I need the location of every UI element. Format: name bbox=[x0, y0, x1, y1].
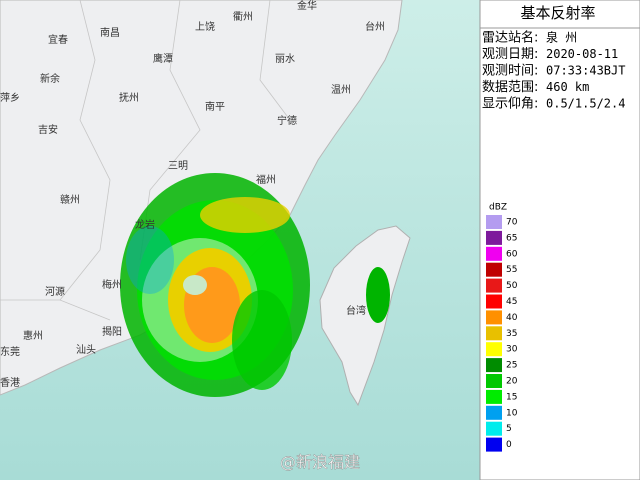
radar-echo bbox=[120, 173, 390, 397]
city-label: 上饶 bbox=[195, 20, 215, 33]
city-label: 鹰潭 bbox=[153, 52, 173, 65]
taiwan bbox=[319, 225, 411, 407]
legend-swatch bbox=[486, 405, 502, 420]
city-label: 香港 bbox=[0, 377, 20, 389]
row-label: 雷达站名: bbox=[482, 30, 538, 46]
city-label: 梅州 bbox=[102, 278, 122, 291]
legend-swatch bbox=[486, 278, 502, 293]
row-value: 460 km bbox=[546, 80, 589, 94]
city-label: 萍乡 bbox=[0, 92, 20, 104]
city-label: 吉安 bbox=[38, 123, 58, 136]
city-label: 揭阳 bbox=[102, 325, 122, 338]
row-value: 0.5/1.5/2.4 bbox=[546, 97, 625, 111]
city-label: 宜春 bbox=[48, 33, 68, 46]
legend-label: 50 bbox=[506, 281, 518, 291]
legend-swatch bbox=[486, 294, 502, 309]
legend-swatch bbox=[486, 230, 502, 245]
legend-label: 30 bbox=[506, 345, 518, 355]
city-label: 南昌 bbox=[100, 26, 120, 39]
legend-swatch bbox=[486, 215, 502, 229]
legend-label: 10 bbox=[506, 408, 518, 418]
city-label: 惠州 bbox=[23, 329, 43, 342]
row-label: 显示仰角: bbox=[482, 97, 538, 112]
legend-label: 20 bbox=[506, 377, 518, 387]
city-label: 福州 bbox=[256, 173, 276, 186]
city-label: 抚州 bbox=[119, 92, 139, 104]
legend-swatch bbox=[486, 437, 502, 452]
legend-label: 25 bbox=[506, 361, 517, 371]
legend-title: dBZ bbox=[489, 203, 507, 213]
legend-swatch bbox=[486, 326, 502, 341]
city-label: 台湾 bbox=[346, 304, 366, 317]
legend-label: 40 bbox=[506, 313, 518, 323]
legend-swatch bbox=[486, 342, 502, 357]
legend-swatch bbox=[486, 262, 502, 277]
city-label: 丽水 bbox=[275, 53, 295, 65]
legend-label: 15 bbox=[506, 392, 517, 402]
legend-swatch bbox=[486, 421, 502, 436]
city-label: 赣州 bbox=[60, 193, 80, 206]
row-value: 2020-08-11 bbox=[546, 47, 618, 61]
legend-swatch bbox=[486, 374, 502, 388]
city-label: 金华 bbox=[297, 0, 317, 12]
panel-title: 基本反射率 bbox=[520, 4, 595, 22]
city-label: 衢州 bbox=[233, 11, 253, 23]
legend-swatch bbox=[486, 389, 502, 404]
watermark: @新浪福建 bbox=[280, 453, 360, 472]
city-label: 汕头 bbox=[76, 344, 96, 356]
legend-swatch bbox=[486, 246, 502, 261]
row-label: 观测时间: bbox=[482, 64, 538, 79]
legend-label: 5 bbox=[506, 424, 512, 434]
city-label: 河源 bbox=[45, 285, 65, 298]
legend-label: 55 bbox=[506, 265, 517, 275]
row-label: 观测日期: bbox=[482, 47, 538, 62]
city-label: 宁德 bbox=[277, 114, 297, 127]
city-label: 温州 bbox=[331, 84, 351, 96]
city-label: 新余 bbox=[40, 72, 60, 85]
city-label: 三明 bbox=[168, 160, 188, 172]
legend-label: 70 bbox=[506, 218, 518, 228]
city-label: 龙岩 bbox=[135, 218, 155, 231]
row-label: 数据范围: bbox=[482, 80, 538, 95]
city-label: 台州 bbox=[365, 20, 385, 33]
city-label: 东莞 bbox=[0, 345, 20, 358]
legend-label: 35 bbox=[506, 329, 517, 339]
legend-label: 45 bbox=[506, 297, 517, 307]
legend-swatch bbox=[486, 358, 502, 373]
legend-label: 65 bbox=[506, 233, 517, 243]
legend-label: 60 bbox=[506, 249, 518, 259]
legend-swatch bbox=[486, 310, 502, 325]
row-value: 泉 州 bbox=[546, 31, 577, 45]
row-value: 07:33:43BJT bbox=[546, 64, 625, 78]
legend-label: 0 bbox=[506, 440, 512, 450]
city-label: 南平 bbox=[205, 100, 225, 113]
